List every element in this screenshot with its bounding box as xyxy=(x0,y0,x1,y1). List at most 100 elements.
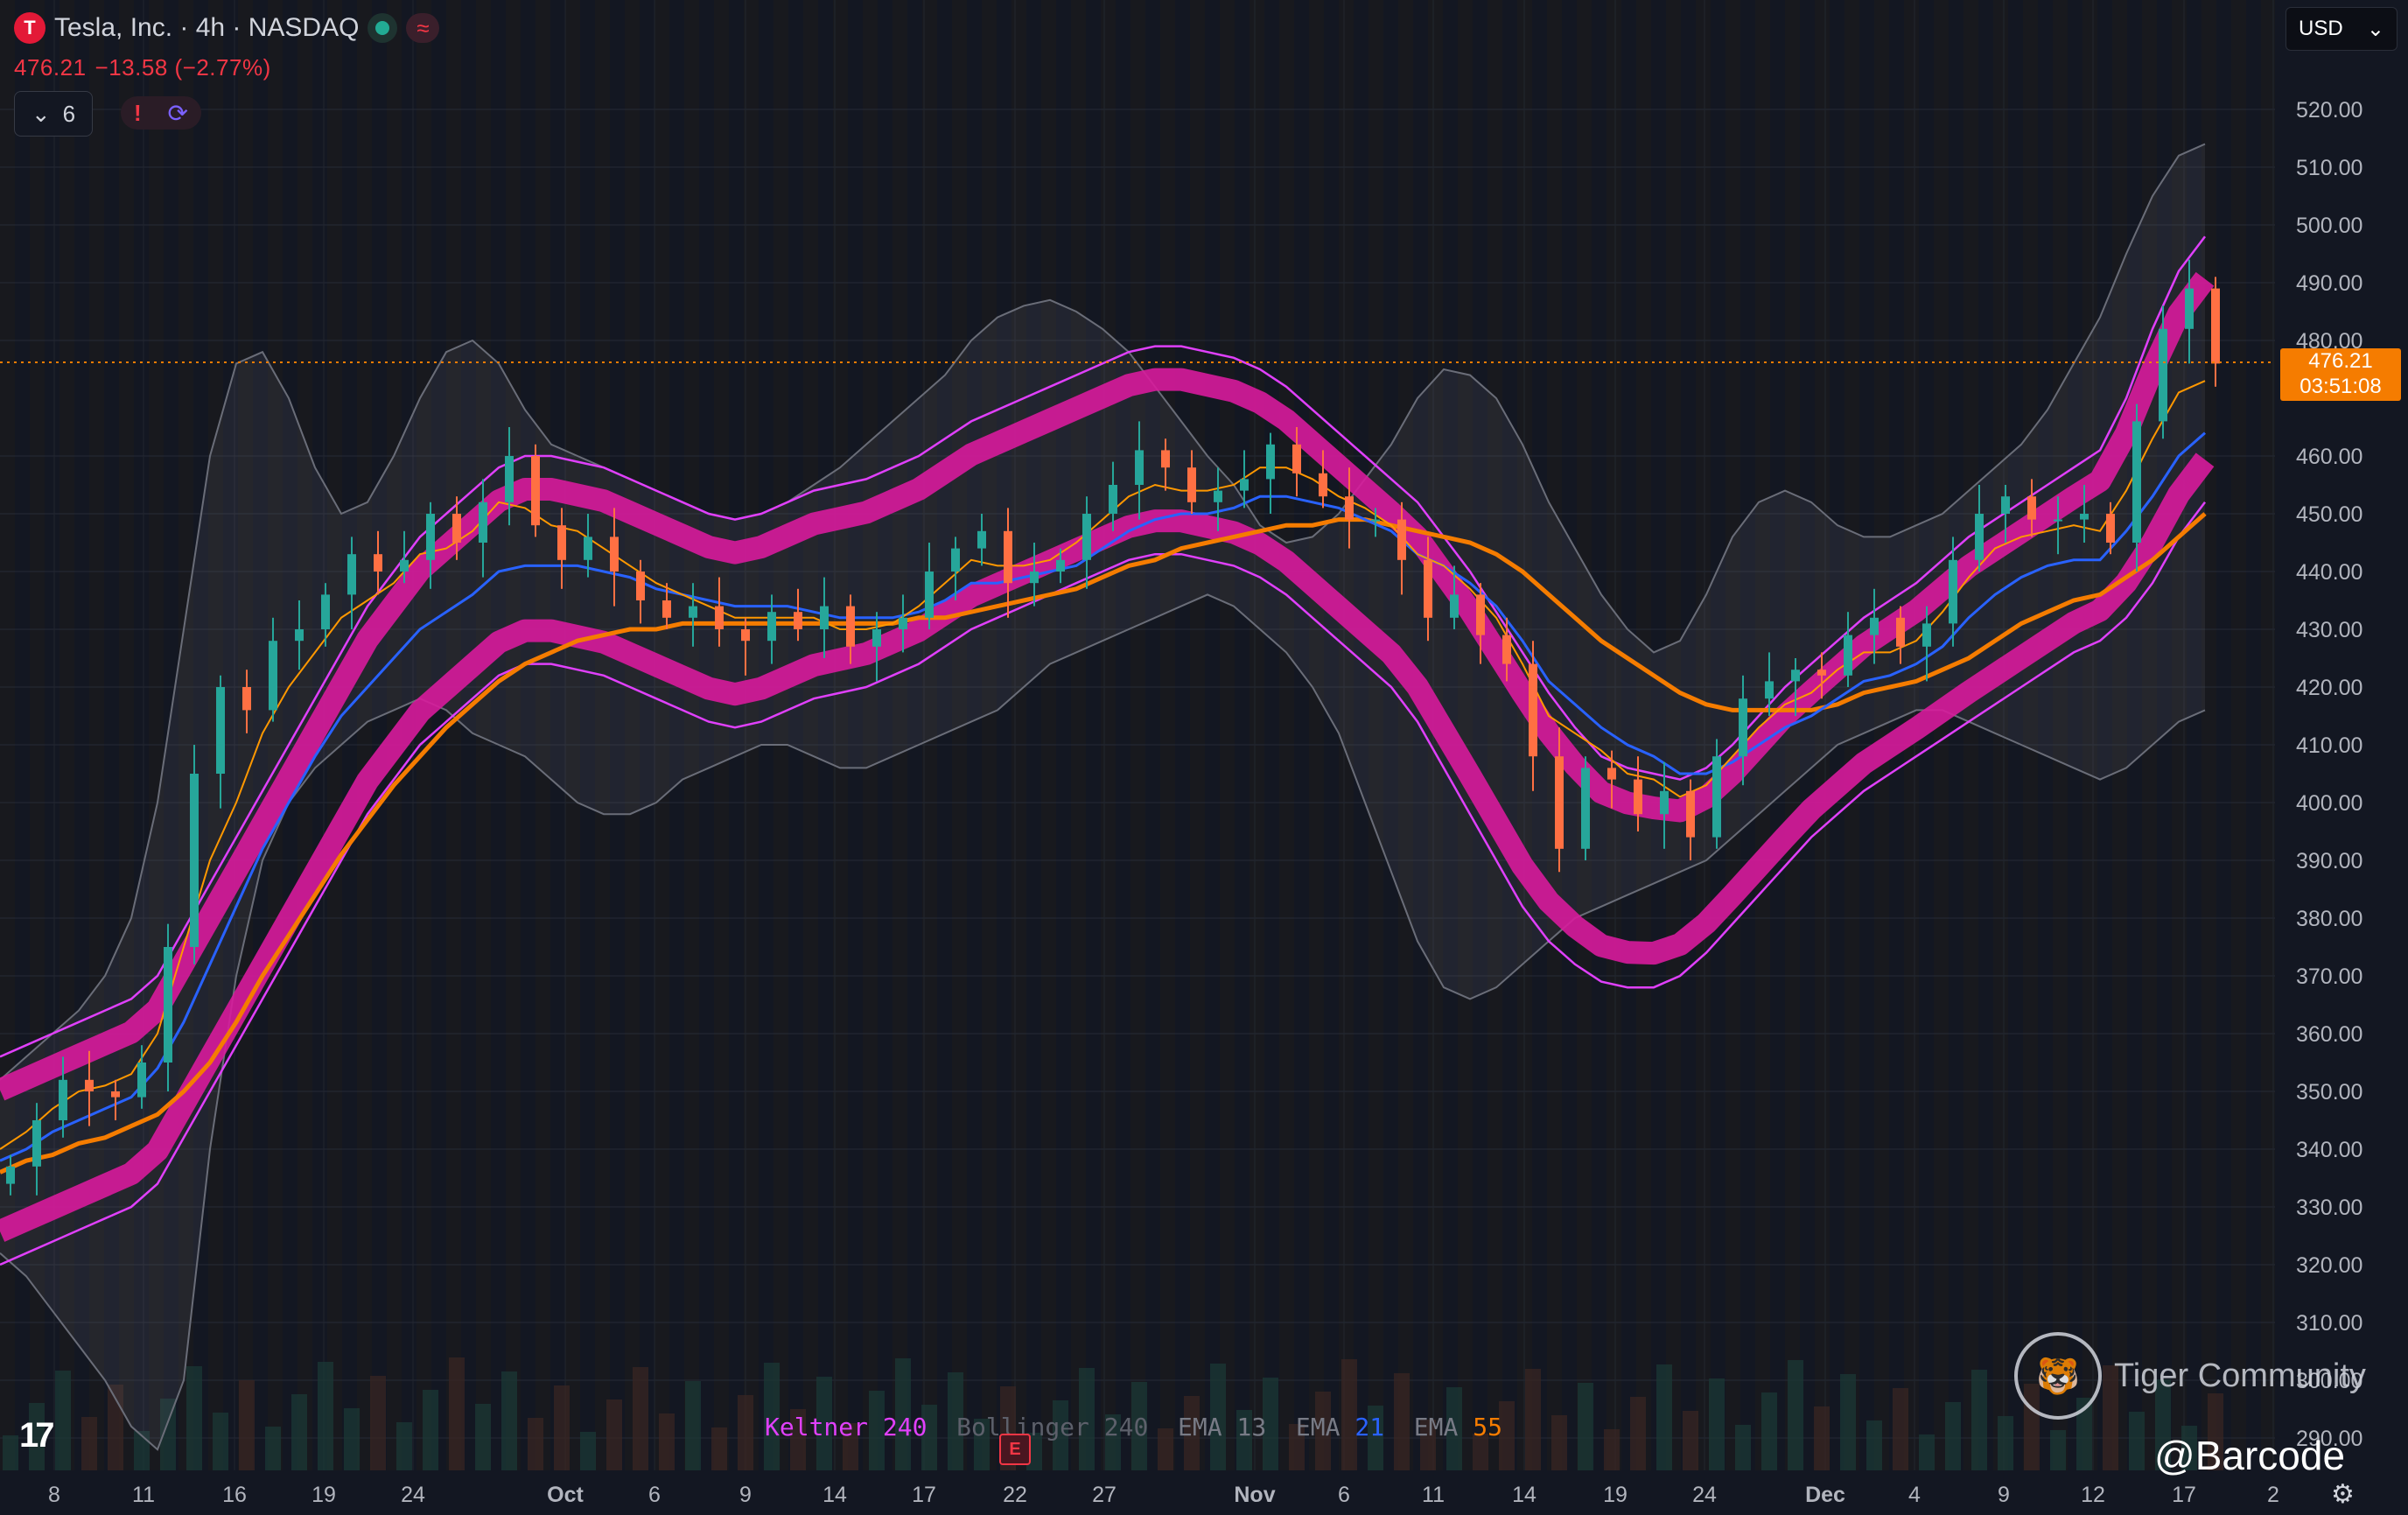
tesla-logo-icon: T xyxy=(14,12,46,44)
volume-bar xyxy=(843,1423,858,1470)
candle-body xyxy=(557,525,566,560)
volume-bar xyxy=(2129,1412,2145,1470)
volume-bar xyxy=(1289,1424,1305,1470)
session-stripe xyxy=(1160,0,1175,1470)
time-axis-label: 14 xyxy=(822,1483,847,1507)
session-stripe xyxy=(774,0,788,1470)
price-axis-label: 370.00 xyxy=(2296,964,2362,989)
volume-bar xyxy=(1315,1392,1331,1470)
refresh-icon[interactable]: ⟳ xyxy=(167,99,189,127)
candle-body xyxy=(1607,768,1616,780)
candle-body xyxy=(2106,514,2115,543)
session-stripe xyxy=(565,0,580,1470)
legend-value: 240 xyxy=(1088,1413,1179,1441)
volume-bar xyxy=(2208,1393,2223,1470)
session-stripe xyxy=(1041,0,1056,1470)
data-delay-icon[interactable]: ≈ xyxy=(406,13,440,43)
indicators-toggle-button[interactable]: ⌄ 6 xyxy=(14,91,93,137)
volume-bar xyxy=(370,1376,386,1470)
indicator-legend[interactable]: Keltner 240 Bollinger 240 EMA 13 EMA 21 … xyxy=(765,1413,1502,1441)
price-axis-label: 440.00 xyxy=(2296,560,2362,585)
candle-body xyxy=(1581,768,1590,849)
session-stripe xyxy=(1577,0,1592,1470)
volume-bar xyxy=(1998,1416,2013,1470)
volume-bar xyxy=(1236,1410,1252,1470)
symbol-header[interactable]: T Tesla, Inc. · 4h · NASDAQ ≈ xyxy=(14,12,440,44)
price-axis-label: 460.00 xyxy=(2296,445,2362,469)
time-axis-label: Oct xyxy=(547,1483,584,1507)
settings-gear-icon[interactable]: ⚙ xyxy=(2331,1480,2355,1509)
candle-body xyxy=(137,1063,146,1098)
volume-bars xyxy=(3,1357,2223,1470)
time-axis-label: 11 xyxy=(1422,1483,1445,1507)
volume-bar xyxy=(1210,1364,1226,1470)
session-stripe xyxy=(1785,0,1800,1470)
time-axis-label: 27 xyxy=(1092,1483,1116,1507)
time-axis-label: 4 xyxy=(1908,1483,1921,1507)
legend-label[interactable]: EMA xyxy=(1413,1413,1459,1441)
bar-countdown: 03:51:08 xyxy=(2300,375,2382,398)
chart-grid xyxy=(0,0,2275,1470)
currency-select[interactable]: USD ⌄ xyxy=(2286,7,2398,51)
session-stripe xyxy=(238,0,253,1470)
price-axis-label: 360.00 xyxy=(2296,1022,2362,1047)
candle-body xyxy=(1922,623,1931,647)
candle-body xyxy=(295,629,304,642)
volume-bar xyxy=(1630,1397,1646,1470)
session-stripe xyxy=(1398,0,1413,1470)
volume-bar xyxy=(344,1408,360,1470)
price-axis-label: 340.00 xyxy=(2296,1138,2362,1162)
volume-bar xyxy=(2103,1365,2118,1470)
legend-label[interactable]: Keltner xyxy=(765,1413,869,1441)
session-stripe xyxy=(1964,0,1978,1470)
session-stripe xyxy=(476,0,491,1470)
volume-bar xyxy=(2181,1426,2197,1470)
time-axis-label: 8 xyxy=(48,1483,60,1507)
session-stripe xyxy=(2261,0,2276,1470)
candle-body xyxy=(190,774,199,947)
volume-bar xyxy=(1131,1382,1147,1470)
candle-body xyxy=(846,606,855,647)
market-open-icon[interactable] xyxy=(368,13,398,43)
volume-bar xyxy=(1683,1411,1698,1470)
earnings-marker[interactable]: E xyxy=(999,1434,1031,1465)
candle-body xyxy=(2080,514,2089,520)
candle-body xyxy=(242,687,251,711)
volume-bar xyxy=(1735,1425,1751,1470)
tiger-community-watermark: 🐯 Tiger Community xyxy=(2014,1332,2366,1420)
candle-body xyxy=(1634,779,1642,815)
tradingview-logo-icon[interactable]: 17 xyxy=(19,1416,54,1455)
candle-body xyxy=(1450,594,1459,618)
indicator-bands xyxy=(0,143,2215,1451)
time-axis-label: 9 xyxy=(1998,1483,2010,1507)
legend-label[interactable]: EMA xyxy=(1178,1413,1222,1441)
symbol-title[interactable]: Tesla, Inc. · 4h · NASDAQ xyxy=(54,13,360,42)
candle-body xyxy=(1135,450,1144,485)
candle-body xyxy=(1844,635,1852,676)
candle-body xyxy=(1949,559,1957,624)
session-stripe xyxy=(1874,0,1889,1470)
status-pill[interactable]: ! ⟳ xyxy=(121,96,201,130)
last-price-tag-value: 476.21 xyxy=(2308,349,2373,373)
legend-label[interactable]: EMA xyxy=(1295,1413,1340,1441)
candle-body xyxy=(426,514,435,560)
volume-bar xyxy=(1866,1420,1882,1470)
volume-bar xyxy=(764,1363,780,1470)
candle-body xyxy=(951,548,960,572)
candle-body xyxy=(2185,288,2194,329)
candle-body xyxy=(374,554,382,572)
price-axis-label: 380.00 xyxy=(2296,907,2362,931)
candle-body xyxy=(1004,530,1012,584)
candle-body xyxy=(164,947,172,1063)
volume-bar xyxy=(1341,1359,1357,1470)
volume-bar xyxy=(1079,1368,1095,1470)
session-stripe xyxy=(803,0,818,1470)
volume-bar xyxy=(1551,1415,1567,1470)
warning-icon[interactable]: ! xyxy=(133,99,142,126)
candle-body xyxy=(400,559,409,572)
candle-body xyxy=(479,501,487,543)
volume-bar xyxy=(1053,1400,1068,1470)
session-stripe xyxy=(1071,0,1086,1470)
price-axis-label: 350.00 xyxy=(2296,1080,2362,1105)
